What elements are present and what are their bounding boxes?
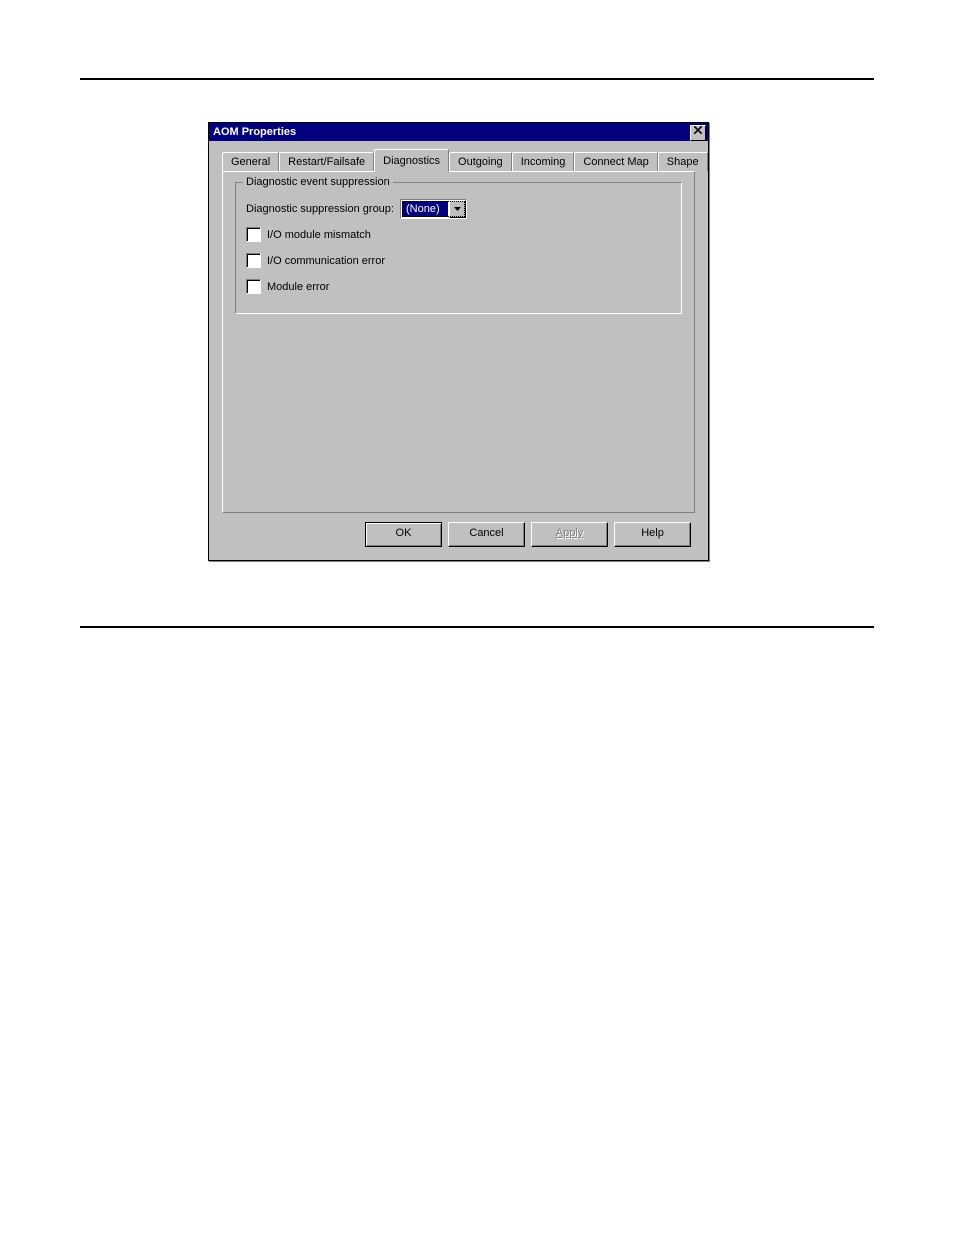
suppression-group-label: Diagnostic suppression group:	[246, 203, 394, 215]
checkbox-io-module-mismatch[interactable]	[246, 227, 261, 242]
tab-outgoing[interactable]: Outgoing	[449, 152, 512, 171]
suppression-group-combo[interactable]: (None)	[400, 199, 467, 219]
tab-diagnostics[interactable]: Diagnostics	[374, 149, 449, 172]
tab-label: Restart/Failsafe	[288, 156, 365, 168]
page-top-rule	[80, 78, 874, 80]
button-label: Cancel	[469, 527, 503, 539]
tab-label: Incoming	[521, 156, 566, 168]
dialog-client-area: General Restart/Failsafe Diagnostics Out…	[212, 145, 705, 557]
checkbox-io-comm-error[interactable]	[246, 253, 261, 268]
button-label: Help	[641, 527, 664, 539]
checkbox-label: I/O communication error	[267, 255, 385, 267]
diagnostics-panel: Diagnostic event suppression Diagnostic …	[222, 171, 695, 513]
diagnostic-event-suppression-group: Diagnostic event suppression Diagnostic …	[235, 182, 682, 314]
tab-label: Connect Map	[583, 156, 648, 168]
checkbox-module-error[interactable]	[246, 279, 261, 294]
titlebar: AOM Properties	[209, 123, 708, 141]
cancel-button[interactable]: Cancel	[448, 522, 525, 547]
dialog-button-row: OK Cancel Apply Help	[365, 522, 691, 547]
button-label: OK	[396, 527, 412, 539]
checkbox-row-io-comm-error: I/O communication error	[246, 253, 385, 268]
tab-label: Outgoing	[458, 156, 503, 168]
combo-selected-value: (None)	[402, 201, 448, 217]
apply-button[interactable]: Apply	[531, 522, 608, 547]
tab-label: Shape	[667, 156, 699, 168]
button-label: Apply	[556, 527, 584, 539]
ok-button[interactable]: OK	[365, 522, 442, 547]
checkbox-row-io-module-mismatch: I/O module mismatch	[246, 227, 371, 242]
page-bottom-rule	[80, 626, 874, 628]
chevron-down-icon[interactable]	[449, 200, 466, 218]
tab-incoming[interactable]: Incoming	[512, 152, 575, 171]
tab-shape[interactable]: Shape	[658, 152, 708, 171]
tab-strip: General Restart/Failsafe Diagnostics Out…	[222, 151, 695, 171]
tab-connect-map[interactable]: Connect Map	[574, 152, 657, 171]
suppression-group-row: Diagnostic suppression group: (None)	[246, 199, 467, 219]
groupbox-legend: Diagnostic event suppression	[243, 176, 393, 188]
tab-restart-failsafe[interactable]: Restart/Failsafe	[279, 152, 374, 171]
window-title: AOM Properties	[213, 126, 296, 138]
checkbox-row-module-error: Module error	[246, 279, 329, 294]
tab-general[interactable]: General	[222, 152, 279, 171]
close-icon[interactable]	[690, 125, 706, 141]
tab-label: General	[231, 156, 270, 168]
help-button[interactable]: Help	[614, 522, 691, 547]
checkbox-label: I/O module mismatch	[267, 229, 371, 241]
tab-label: Diagnostics	[383, 155, 440, 167]
checkbox-label: Module error	[267, 281, 329, 293]
aom-properties-dialog: AOM Properties General Restart/Failsafe …	[208, 122, 709, 561]
